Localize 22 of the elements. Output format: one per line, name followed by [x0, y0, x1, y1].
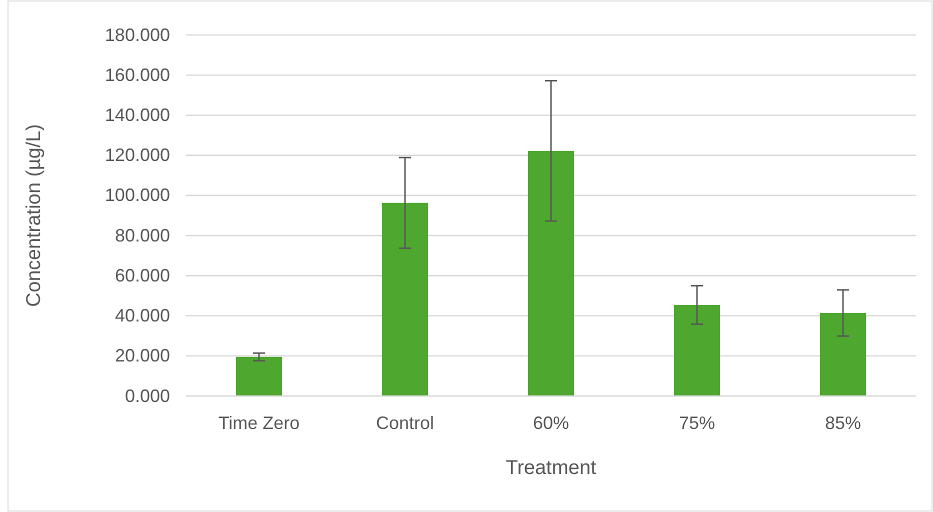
- bar: [820, 312, 866, 396]
- y-tick-label: 160.000: [104, 64, 170, 85]
- y-tick-label: 140.000: [104, 104, 170, 125]
- x-tick-label: Control: [376, 412, 434, 433]
- x-tick-label: 60%: [532, 412, 570, 433]
- x-tick-label: Time Zero: [218, 412, 300, 433]
- bar: [236, 356, 282, 396]
- x-tick-label: 75%: [678, 412, 716, 433]
- y-tick-label: 60.000: [114, 265, 170, 286]
- y-tick-label: 40.000: [114, 306, 170, 326]
- y-tick-label: 180.000: [104, 24, 170, 45]
- x-axis-title: Treatment: [506, 457, 597, 479]
- y-tick-label: 100.000: [104, 185, 170, 206]
- x-tick-label: 85%: [824, 412, 862, 433]
- bar: [382, 202, 428, 396]
- y-tick-label: 120.000: [104, 145, 170, 166]
- y-tick-label: 0.000: [124, 386, 170, 406]
- y-tick-label: 20.000: [114, 346, 170, 366]
- bar: [528, 150, 574, 396]
- y-tick-label: 80.000: [114, 225, 170, 246]
- y-axis-title: Concentration (µg/L): [23, 124, 45, 307]
- bar: [674, 304, 720, 396]
